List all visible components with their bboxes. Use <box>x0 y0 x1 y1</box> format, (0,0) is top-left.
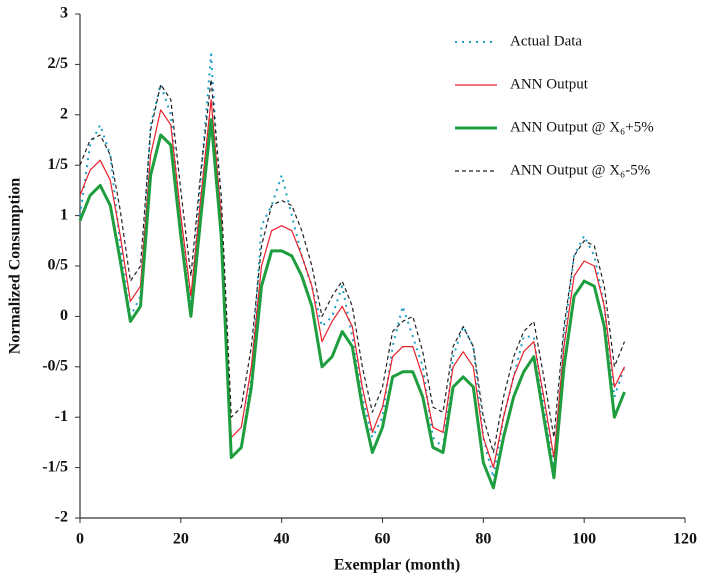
legend-label: ANN Output @ X₆+5% <box>510 119 654 135</box>
y-tick-label: -2 <box>55 509 68 526</box>
legend-label: ANN Output <box>510 76 589 92</box>
series-line <box>78 118 626 490</box>
y-tick-label: 1/5 <box>48 156 68 173</box>
x-tick-label: 120 <box>673 531 697 548</box>
x-axis-label: Exemplar (month) <box>334 557 460 574</box>
x-tick-label: 20 <box>173 531 189 548</box>
legend-label: Actual Data <box>510 33 582 49</box>
x-tick-label: 0 <box>76 531 84 548</box>
legend-label: ANN Output @ X₆-5% <box>510 162 650 178</box>
y-tick-label: 3 <box>60 5 68 22</box>
y-tick-label: 2/5 <box>48 55 68 72</box>
x-tick-label: 100 <box>572 531 596 548</box>
x-tick-label: 60 <box>375 531 391 548</box>
y-tick-label: 0 <box>60 307 68 324</box>
y-axis-label: Normalized Consumption <box>7 178 24 355</box>
y-tick-label: -0/5 <box>42 357 68 374</box>
y-tick-label: -1/5 <box>42 458 68 475</box>
series-line <box>79 78 626 454</box>
x-tick-label: 80 <box>475 531 491 548</box>
y-tick-label: 1 <box>60 206 68 223</box>
series-line <box>79 99 626 469</box>
x-tick-label: 40 <box>274 531 290 548</box>
y-tick-label: -1 <box>55 408 68 425</box>
y-tick-label: 0/5 <box>48 257 68 274</box>
y-tick-label: 2 <box>60 105 68 122</box>
